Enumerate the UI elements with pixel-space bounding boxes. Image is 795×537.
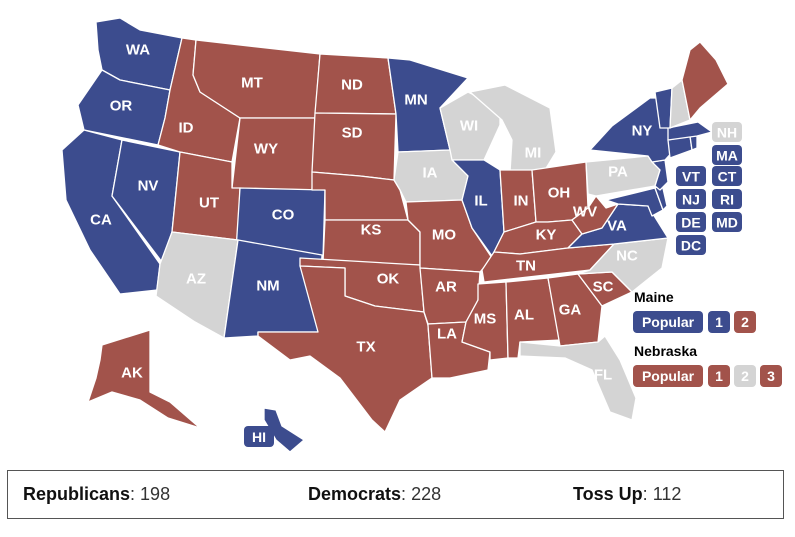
label-al: AL <box>514 307 534 324</box>
label-in: IN <box>514 193 529 210</box>
nebraska-district-2[interactable]: 2 <box>734 365 756 387</box>
badge-nj-bg <box>676 189 706 209</box>
electoral-map: WA OR CA NV ID MT WY UT CO AZ NM ND SD K… <box>61 17 742 453</box>
label-mi: MI <box>525 145 542 162</box>
badge-nj-label: NJ <box>682 192 700 208</box>
badge-nj[interactable]: NJ <box>676 189 706 209</box>
state-ak[interactable] <box>87 329 201 429</box>
label-ms: MS <box>474 311 497 328</box>
label-fl: FL <box>594 367 612 384</box>
republicans-label: Republicans <box>23 484 131 504</box>
summary-republicans: Republicans: 198 <box>23 484 171 504</box>
badge-hi[interactable]: HI <box>244 426 274 447</box>
badge-hi-label: HI <box>252 429 266 445</box>
badge-nh-label: NH <box>717 125 737 141</box>
label-nm: NM <box>256 278 279 295</box>
label-nc: NC <box>616 248 638 265</box>
badge-ri-label: RI <box>720 192 734 208</box>
state-sd[interactable] <box>311 112 397 181</box>
badge-dc-bg <box>676 235 706 255</box>
badge-vt-label: VT <box>682 169 700 185</box>
state-hi[interactable] <box>263 407 305 453</box>
summary-tossup: Toss Up: 112 <box>573 484 682 504</box>
maine-title: Maine <box>634 289 674 305</box>
label-ks: KS <box>361 222 382 239</box>
badge-ma-bg <box>712 145 742 165</box>
badge-vt-bg <box>676 166 706 186</box>
label-sd: SD <box>342 125 363 142</box>
label-pa: PA <box>608 164 628 181</box>
badge-vt[interactable]: VT <box>676 166 706 186</box>
label-id: ID <box>179 120 194 137</box>
maine-district-2[interactable]: 2 <box>734 311 756 333</box>
state-tx[interactable] <box>257 265 433 433</box>
badge-md[interactable]: MD <box>712 212 742 232</box>
maine-popular-pill[interactable]: Popular <box>633 311 703 333</box>
democrats-count: 228 <box>411 484 442 504</box>
badge-nh[interactable]: NH <box>712 122 742 142</box>
label-mn: MN <box>404 92 427 109</box>
label-mo: MO <box>432 227 456 244</box>
label-wv: WV <box>573 204 597 221</box>
label-la: LA <box>437 326 457 343</box>
badge-de[interactable]: DE <box>676 212 706 232</box>
badge-ma-label: MA <box>716 148 738 164</box>
label-ut: UT <box>199 195 219 212</box>
label-wy: WY <box>254 141 278 158</box>
label-tx: TX <box>356 339 375 356</box>
label-mt: MT <box>241 75 263 92</box>
label-oh: OH <box>548 185 571 202</box>
badge-ri-bg <box>712 189 742 209</box>
badge-de-bg <box>676 212 706 232</box>
label-co: CO <box>272 207 295 224</box>
nebraska-district-3[interactable]: 3 <box>760 365 782 387</box>
label-or: OR <box>110 98 133 115</box>
badge-ct-bg <box>712 166 742 186</box>
label-ok: OK <box>377 271 400 288</box>
label-ia: IA <box>423 165 438 182</box>
state-fl[interactable] <box>519 335 637 421</box>
republicans-count: 198 <box>140 484 171 504</box>
nebraska-title: Nebraska <box>634 343 698 359</box>
label-wi: WI <box>460 118 478 135</box>
badge-dc-label: DC <box>681 238 701 254</box>
badge-ct-label: CT <box>718 169 737 185</box>
tossup-label: Toss Up <box>573 484 643 504</box>
label-sc: SC <box>593 279 614 296</box>
label-nv: NV <box>138 178 159 195</box>
label-tn: TN <box>516 258 536 275</box>
label-wa: WA <box>126 42 150 59</box>
badge-md-bg <box>712 212 742 232</box>
state-me[interactable] <box>681 41 729 121</box>
state-ga[interactable] <box>547 273 603 347</box>
summary-bar: Republicans: 198 Democrats: 228 Toss Up:… <box>7 470 784 519</box>
state-ma-shape[interactable] <box>667 121 713 141</box>
nebraska-district-1[interactable]: 1 <box>708 365 730 387</box>
badge-ma[interactable]: MA <box>712 145 742 165</box>
label-ny: NY <box>632 123 653 140</box>
label-va: VA <box>607 218 627 235</box>
label-ky: KY <box>536 227 557 244</box>
badge-de-label: DE <box>681 215 700 231</box>
badge-dc[interactable]: DC <box>676 235 706 255</box>
state-wv[interactable] <box>571 195 619 235</box>
badge-nh-bg <box>712 122 742 142</box>
democrats-label: Democrats <box>308 484 402 504</box>
badge-md-label: MD <box>716 215 738 231</box>
label-az: AZ <box>186 271 206 288</box>
label-nd: ND <box>341 77 363 94</box>
nebraska-popular-pill[interactable]: Popular <box>633 365 703 387</box>
label-ca: CA <box>90 212 112 229</box>
tossup-count: 112 <box>652 484 682 504</box>
badge-ct[interactable]: CT <box>712 166 742 186</box>
label-ga: GA <box>559 302 582 319</box>
state-ri-shape[interactable] <box>689 135 698 151</box>
badge-ri[interactable]: RI <box>712 189 742 209</box>
maine-district-1[interactable]: 1 <box>708 311 730 333</box>
label-ak: AK <box>121 365 143 382</box>
summary-democrats: Democrats: 228 <box>308 484 442 504</box>
label-il: IL <box>474 193 487 210</box>
badge-hi-bg <box>244 426 274 447</box>
label-ar: AR <box>435 279 457 296</box>
